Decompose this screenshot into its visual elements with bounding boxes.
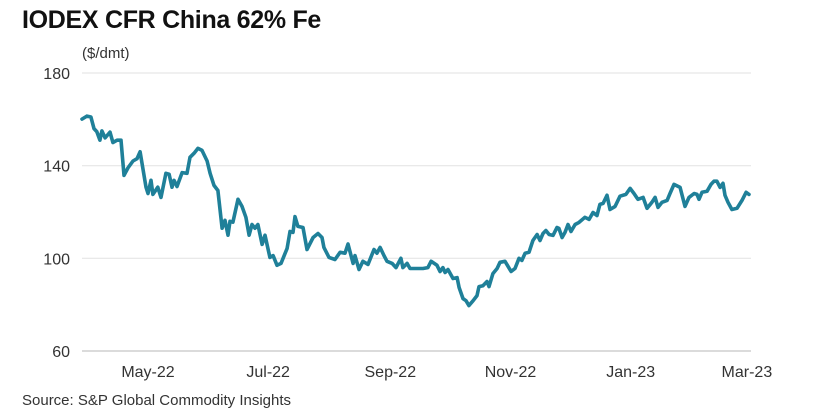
series-line bbox=[80, 114, 751, 308]
y-tick-label: 60 bbox=[52, 344, 70, 361]
chart-title: IODEX CFR China 62% Fe bbox=[22, 6, 322, 34]
x-tick-label: Mar-23 bbox=[722, 364, 773, 381]
x-tick-label: Jul-22 bbox=[246, 364, 290, 381]
y-axis-unit-label: ($/dmt) bbox=[82, 45, 130, 62]
y-tick-label: 100 bbox=[43, 251, 70, 268]
source-note: Source: S&P Global Commodity Insights bbox=[22, 392, 292, 409]
y-tick-label: 140 bbox=[43, 159, 70, 176]
x-tick-label: Jan-23 bbox=[606, 364, 655, 381]
y-tick-label: 180 bbox=[43, 66, 70, 83]
x-tick-label: Sep-22 bbox=[365, 364, 417, 381]
x-tick-label: Nov-22 bbox=[485, 364, 537, 381]
x-tick-label: May-22 bbox=[121, 364, 174, 381]
